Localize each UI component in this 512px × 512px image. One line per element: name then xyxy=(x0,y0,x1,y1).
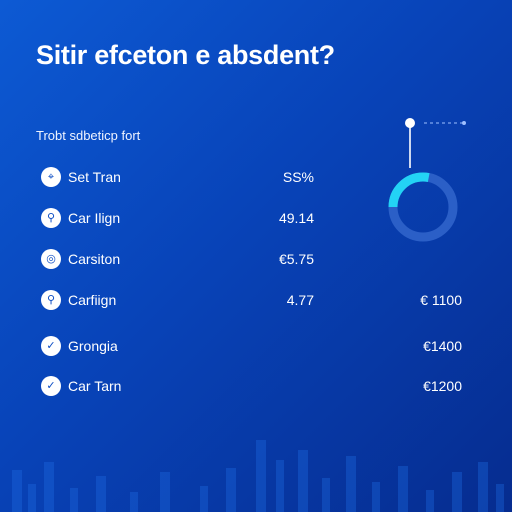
list-item-amount: €1200 xyxy=(423,378,462,394)
list-item-amount: € 1100 xyxy=(420,292,462,308)
list-item[interactable]: ✓ Grongia €1400 xyxy=(0,335,512,359)
list-item[interactable]: ⚲ Carfiign 4.77 € 1100 xyxy=(0,289,512,313)
list-item-value: 4.77 xyxy=(286,292,314,308)
page-title: Sitir efceton e absdent? xyxy=(36,40,335,70)
list-item-label: Car Ilign xyxy=(68,210,121,226)
list-item-amount: €1400 xyxy=(423,338,462,354)
list-item[interactable]: ⚲ Car Ilign 49.14 xyxy=(0,207,512,231)
link-icon: ⚲ xyxy=(41,208,61,228)
donut-progress-arc xyxy=(388,172,458,242)
list-item-label: Car Tarn xyxy=(68,378,122,394)
list-item-label: Carsiton xyxy=(68,251,121,267)
guide-end-dot xyxy=(462,121,466,125)
list-item-value: €5.75 xyxy=(278,251,314,267)
coin-icon: ◎ xyxy=(41,249,61,269)
list-item-label: Set Tran xyxy=(68,169,121,185)
donut-widget xyxy=(388,118,466,242)
tag-icon: ⌖ xyxy=(41,167,61,187)
list-item-label: Grongia xyxy=(68,338,118,354)
list-item[interactable]: ◎ Carsiton €5.75 xyxy=(0,248,512,272)
check-icon: ✓ xyxy=(41,376,61,396)
list-item-value: 49.14 xyxy=(278,210,314,226)
list-item[interactable]: ⌖ Set Tran SS% xyxy=(0,166,512,190)
list-item[interactable]: ✓ Car Tarn €1200 xyxy=(0,375,512,399)
connector-dot xyxy=(405,118,415,128)
list-item-label: Carfiign xyxy=(68,292,117,308)
shield-icon: ✓ xyxy=(41,336,61,356)
section-subtitle: Trobt sdbeticp fort xyxy=(36,128,141,143)
list-item-value: SS% xyxy=(282,169,314,185)
link-icon: ⚲ xyxy=(41,290,61,310)
background-bars xyxy=(12,440,504,512)
